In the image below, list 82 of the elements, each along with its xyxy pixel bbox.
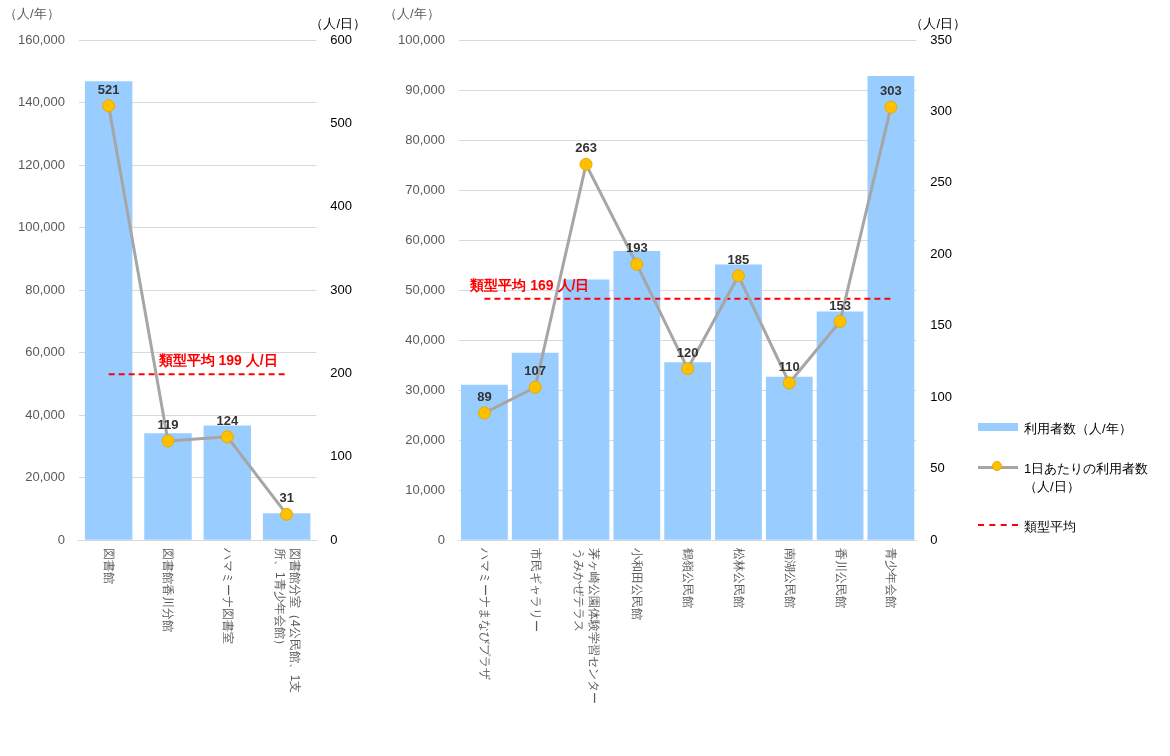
y2-tick-label: 400 (330, 198, 353, 214)
bar (664, 362, 712, 540)
y2-tick-label: 150 (930, 317, 953, 333)
y2-tick-label: 0 (930, 531, 938, 547)
y-tick-label: 60,000 (25, 344, 65, 360)
y2-tick-label: 0 (330, 531, 338, 547)
y-tick-label: 40,000 (405, 331, 445, 347)
x-tick-label: 小和田公民館 (629, 548, 645, 621)
data-label: 120 (676, 344, 699, 360)
y-tick-label: 40,000 (25, 406, 65, 422)
y-tick-label: 0 (57, 531, 65, 547)
x-tick-label: 松林公民館 (730, 548, 746, 609)
y2-axis-title: （人/日） (910, 16, 966, 32)
y-tick-label: 10,000 (405, 481, 445, 497)
y2-tick-label: 300 (930, 103, 953, 119)
bar (715, 264, 762, 540)
data-label: 124 (216, 412, 239, 428)
y-axis-title: （人/年） (4, 6, 60, 22)
bar (867, 76, 915, 540)
x-tick-label: 図書館 (101, 548, 117, 585)
data-label: 153 (829, 297, 851, 313)
y-tick-label: 120,000 (17, 156, 65, 172)
x-tick-label: 図書館分室（4公民館、1支所、1青少年会館） (271, 548, 302, 696)
y2-axis-title: （人/日） (310, 16, 366, 32)
bar (144, 433, 192, 540)
y-tick-label: 60,000 (405, 231, 445, 247)
x-tick-label: 青少年会館 (883, 548, 899, 609)
y2-tick-label: 200 (930, 245, 953, 261)
y-tick-label: 30,000 (405, 381, 445, 397)
data-label: 303 (880, 83, 902, 99)
y-tick-label: 80,000 (405, 131, 445, 147)
data-label: 110 (778, 359, 800, 375)
data-label: 263 (575, 140, 597, 156)
bar (816, 311, 864, 540)
y-tick-label: 0 (437, 531, 445, 547)
y-tick-label: 100,000 (397, 31, 445, 47)
y-axis-title: （人/年） (384, 6, 440, 22)
x-tick-label: ハマミーナまなびプラザ (476, 548, 492, 681)
bar (765, 376, 813, 540)
x-tick-label: 市民ギャラリー (527, 548, 543, 633)
x-tick-label: 茅ヶ崎公園体験学習センターうみかぜテラス (571, 548, 602, 707)
data-label: 521 (97, 81, 120, 97)
annotation: 類型平均 199 人/日 (157, 352, 278, 369)
legend-label: 類型平均 (1024, 518, 1077, 536)
bar (613, 251, 661, 540)
bar (461, 384, 508, 540)
y-tick-label: 50,000 (405, 281, 445, 297)
legend-label: 1日あたりの利用者数（人/日） (1024, 460, 1150, 496)
y-tick-label: 20,000 (405, 431, 445, 447)
data-label: 107 (524, 363, 547, 379)
bar (262, 513, 311, 540)
bar (203, 425, 252, 540)
annotation: 類型平均 169 人/日 (469, 276, 590, 293)
y2-tick-label: 300 (330, 281, 353, 297)
x-tick-label: 香川公民館 (832, 548, 848, 609)
y-tick-label: 20,000 (25, 469, 65, 485)
x-tick-label: ハマミーナ図書室 (219, 548, 235, 645)
data-label: 193 (625, 240, 648, 256)
y2-tick-label: 50 (930, 460, 945, 476)
y-tick-label: 90,000 (405, 81, 445, 97)
x-tick-label: 南湖公民館 (781, 548, 797, 609)
y2-tick-label: 500 (330, 114, 353, 130)
y2-tick-label: 100 (930, 388, 953, 404)
y-tick-label: 70,000 (405, 181, 445, 197)
y-tick-label: 100,000 (17, 219, 65, 235)
y-tick-label: 160,000 (17, 31, 65, 47)
data-label: 89 (477, 389, 492, 405)
data-label: 119 (157, 417, 179, 433)
bar (511, 352, 559, 540)
y2-tick-label: 100 (330, 448, 353, 464)
data-label: 185 (727, 251, 750, 267)
bar (84, 81, 133, 540)
y-tick-label: 80,000 (25, 281, 65, 297)
data-label: 31 (279, 490, 294, 506)
x-tick-label: 鶴嶺公民館 (680, 548, 696, 609)
legend-label: 利用者数（人/年） (1024, 420, 1133, 438)
y2-tick-label: 250 (930, 174, 953, 190)
y-tick-label: 140,000 (17, 94, 65, 110)
y2-tick-label: 200 (330, 365, 353, 381)
x-tick-label: 図書館香川分館 (160, 548, 176, 633)
y2-tick-label: 600 (330, 31, 353, 47)
y2-tick-label: 350 (930, 31, 953, 47)
